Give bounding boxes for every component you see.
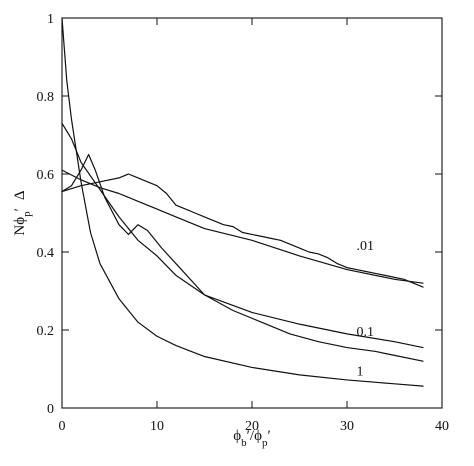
curve-label-3: 1 [357, 365, 364, 380]
text-labels: ϕb′/ϕp′ Nϕp′Δ .010.11 [12, 190, 374, 449]
axis-ticks: 0 10 20 30 40 0 0.2 0.4 0.6 0.8 1 [37, 12, 450, 434]
x-tick-label: 0 [59, 419, 66, 434]
x-axis-denominator-prime: ′ [267, 428, 270, 444]
y-axis-prime: ′ [12, 208, 28, 211]
y-tick-label: 1 [47, 12, 54, 27]
y-tick-label: 0.4 [37, 246, 55, 261]
x-axis-main-symbol: ϕ [233, 428, 241, 444]
series-line-3 [61, 153, 424, 362]
y-axis-label: Nϕp′ Δ [12, 190, 33, 236]
y-tick-label: 0.8 [37, 90, 55, 105]
y-axis-delta: Δ [12, 190, 28, 200]
x-axis-denominator-symbol: ϕ [254, 428, 262, 444]
x-tick-label: 40 [435, 419, 449, 434]
y-tick-label: 0.2 [37, 324, 55, 339]
series-line-5 [61, 173, 424, 288]
curve-label-1: .01 [357, 239, 375, 254]
x-axis-main-subscript: b [241, 437, 247, 449]
y-axis-symbol: Nϕ [12, 217, 28, 236]
curve-label-2: 0.1 [357, 325, 375, 340]
x-tick-label: 10 [150, 419, 164, 434]
series-group [61, 17, 424, 387]
x-tick-label: 20 [245, 419, 259, 434]
series-line-2 [61, 122, 424, 349]
x-axis-denominator-subscript: p [262, 437, 268, 449]
x-tick-label: 30 [340, 419, 354, 434]
x-axis-main-prime: ′ [247, 428, 250, 444]
x-axis-label: ϕb′/ϕp′ [233, 428, 271, 449]
y-tick-label: 0 [47, 402, 54, 417]
y-axis-subscript: p [21, 211, 33, 217]
y-tick-label: 0.6 [37, 168, 55, 183]
x-axis-separator: / [250, 428, 255, 444]
series-line-4 [61, 169, 424, 284]
plot-frame [61, 17, 443, 409]
